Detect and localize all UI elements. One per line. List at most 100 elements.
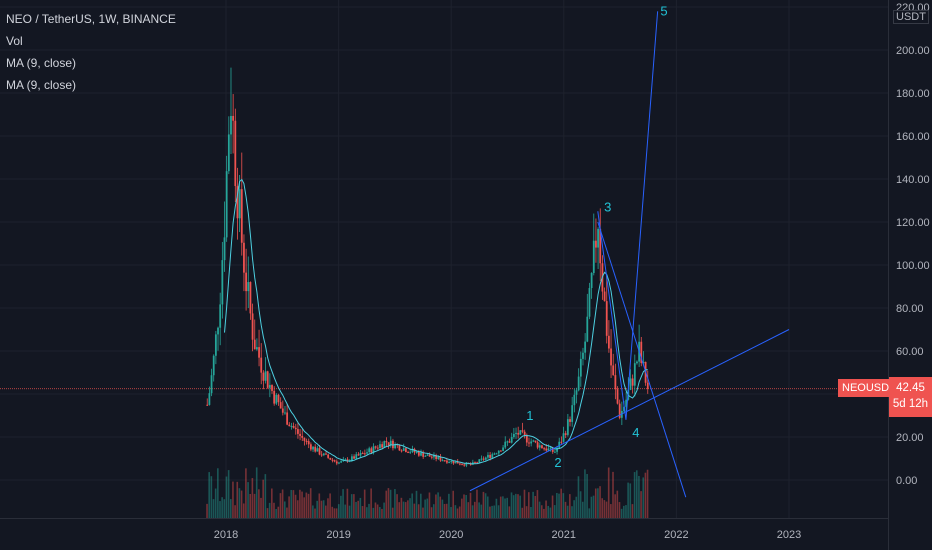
candle-body [288, 424, 291, 427]
candle-body [541, 445, 543, 449]
volume-bar [361, 506, 364, 518]
volume-bar [469, 492, 472, 518]
candle-body [443, 460, 446, 462]
volume-bar [249, 493, 252, 518]
volume-bar [512, 495, 515, 518]
candle-body [363, 453, 366, 455]
candle-body [325, 453, 327, 455]
volume-bar [646, 469, 649, 518]
candle-body [309, 444, 312, 450]
candle-body [435, 455, 438, 459]
candle-body [569, 419, 571, 422]
volume-bar [292, 490, 295, 518]
volume-bar [329, 493, 331, 518]
volume-bar [605, 501, 608, 518]
volume-bar [448, 493, 450, 518]
volume-bar [335, 508, 338, 518]
candle-body [646, 382, 649, 389]
volume-bar [376, 504, 379, 518]
volume-bar [489, 506, 491, 518]
volume-bar [601, 498, 604, 518]
volume-bar [435, 494, 437, 518]
price-tick-label: 160.00 [896, 131, 930, 143]
candle-body [320, 454, 323, 456]
volume-bar [398, 502, 401, 518]
volume-bar [314, 508, 316, 518]
candle-body [491, 454, 494, 458]
volume-bar [465, 495, 467, 518]
candle-body [359, 453, 362, 456]
price-tick-label: 140.00 [896, 174, 930, 186]
candle-body [322, 453, 325, 456]
currency-unit[interactable]: USDT [893, 10, 929, 24]
volume-bar [504, 498, 506, 518]
volume-bar [413, 503, 416, 518]
candle-body [243, 242, 245, 273]
volume-bar [357, 500, 359, 518]
volume-bar [439, 496, 442, 518]
volume-bar [486, 496, 489, 518]
candle-body [284, 412, 286, 414]
candle-body [411, 448, 414, 452]
candle-body [497, 450, 500, 454]
candle-body [549, 447, 552, 449]
candle-body [210, 375, 213, 394]
candle-body [506, 441, 509, 443]
candle-body [493, 453, 496, 455]
support-trendline [469, 329, 790, 492]
candle-body [428, 454, 431, 457]
candle-body [335, 461, 338, 464]
candle-body [577, 376, 580, 391]
candlesticks [206, 67, 649, 468]
volume-bar [638, 475, 640, 518]
candle-body [351, 456, 353, 461]
candle-body [387, 442, 390, 446]
volume-bar [594, 488, 597, 518]
volume-bar [428, 492, 431, 518]
volume-indicator-label[interactable]: Vol [6, 34, 23, 48]
candle-body [592, 240, 595, 273]
candle-body [556, 447, 558, 452]
volume-bar [217, 468, 219, 518]
chart-legend: NEO / TetherUS, 1W, BINANCE Vol MA (9, c… [6, 8, 176, 96]
candle-body [478, 459, 481, 463]
candle-body [379, 444, 381, 449]
candle-body [530, 441, 533, 444]
volume-bar [586, 474, 588, 518]
ma-indicator-label-2[interactable]: MA (9, close) [6, 78, 77, 92]
volume-bar [597, 488, 599, 518]
ma-indicator-label[interactable]: MA (9, close) [6, 56, 77, 70]
volume-bar [443, 503, 446, 518]
candle-body [256, 347, 258, 350]
candle-body [517, 432, 520, 435]
volume-bar [551, 495, 554, 518]
volume-bar [288, 496, 290, 518]
candle-body [525, 434, 528, 443]
candle-body [636, 361, 638, 364]
candle-body [508, 441, 511, 443]
volume-bar [229, 499, 232, 518]
volume-bar [506, 497, 508, 518]
price-tick-label: 180.00 [896, 88, 930, 100]
candle-body [389, 440, 392, 446]
volume-bar [318, 493, 321, 518]
volume-bar [240, 490, 243, 518]
volume-bar [482, 491, 485, 518]
volume-bar [517, 494, 519, 518]
volume-bar [420, 493, 422, 518]
volume-bar [348, 505, 351, 518]
volume-bar [454, 505, 457, 518]
candle-body [545, 448, 548, 451]
candle-body [327, 454, 330, 458]
candle-body [290, 425, 293, 427]
candle-body [543, 448, 546, 450]
volume-bar [372, 507, 375, 518]
volume-bar [527, 492, 530, 518]
candle-body [245, 272, 248, 292]
candle-body [439, 456, 442, 461]
candle-body [346, 459, 349, 462]
candle-body [571, 405, 574, 422]
symbol-title[interactable]: NEO / TetherUS, 1W, BINANCE [6, 12, 176, 26]
volume-bar [508, 506, 511, 518]
